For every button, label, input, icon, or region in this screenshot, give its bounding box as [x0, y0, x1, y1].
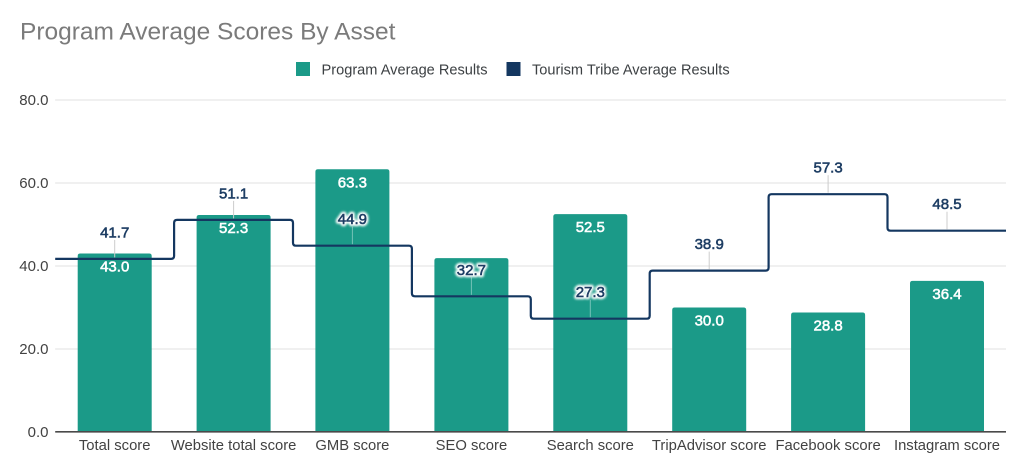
svg-text:27.3: 27.3 [576, 284, 605, 301]
svg-text:80.0: 80.0 [19, 92, 48, 109]
svg-text:28.8: 28.8 [813, 318, 842, 335]
svg-text:Search score: Search score [547, 438, 634, 454]
svg-text:Program Average Scores By Asse: Program Average Scores By Asset [20, 19, 396, 46]
svg-text:27.3: 27.3 [576, 284, 605, 301]
svg-text:52.3: 52.3 [219, 220, 248, 237]
svg-text:30.0: 30.0 [695, 313, 724, 330]
svg-text:Instagram score: Instagram score [894, 438, 1000, 454]
svg-text:44.9: 44.9 [338, 211, 367, 228]
svg-text:32.7: 32.7 [457, 262, 486, 279]
svg-text:44.9: 44.9 [338, 211, 367, 228]
svg-text:Website total score: Website total score [171, 438, 297, 454]
svg-text:48.5: 48.5 [932, 196, 961, 213]
svg-text:Tourism Tribe Average Results: Tourism Tribe Average Results [532, 63, 730, 79]
svg-text:43.0: 43.0 [100, 259, 129, 276]
svg-text:20.0: 20.0 [19, 341, 48, 358]
svg-text:38.9: 38.9 [695, 236, 724, 253]
svg-text:Total score: Total score [79, 438, 151, 454]
svg-text:0.0: 0.0 [28, 424, 49, 441]
svg-text:Program Average Results: Program Average Results [322, 63, 488, 79]
svg-text:52.5: 52.5 [576, 219, 605, 236]
svg-text:GMB score: GMB score [315, 438, 389, 454]
svg-text:Facebook score: Facebook score [775, 438, 880, 454]
svg-text:32.7: 32.7 [457, 262, 486, 279]
svg-text:60.0: 60.0 [19, 175, 48, 192]
svg-text:51.1: 51.1 [219, 185, 248, 202]
svg-text:63.3: 63.3 [338, 174, 367, 191]
svg-text:40.0: 40.0 [19, 258, 48, 275]
svg-text:57.3: 57.3 [813, 160, 842, 177]
svg-text:TripAdvisor score: TripAdvisor score [652, 438, 767, 454]
svg-text:SEO score: SEO score [436, 438, 508, 454]
svg-text:36.4: 36.4 [932, 286, 961, 303]
svg-text:41.7: 41.7 [100, 224, 129, 241]
